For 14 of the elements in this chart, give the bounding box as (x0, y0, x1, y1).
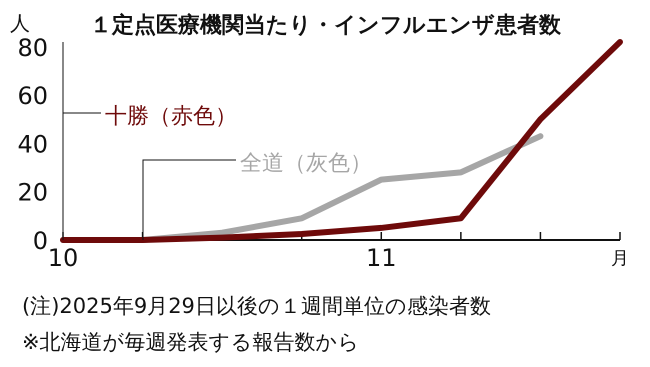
y-tick-label: 60 (17, 82, 48, 110)
x-tick-label: 11 (366, 244, 397, 272)
text: 十勝（赤色） (105, 104, 237, 129)
y-axis-title: 人 (10, 11, 30, 35)
y-tick-label: 80 (17, 34, 48, 62)
y-tick-label: 20 (17, 178, 48, 207)
text: (注)2025年9月29日以後の１週間単位の感染者数 (22, 294, 491, 318)
x-tick-label: 10 (48, 244, 78, 272)
y-tick-label: 0 (32, 227, 48, 255)
x-axis-title: 月 (611, 248, 629, 269)
chart-title: １定点医療機関当たり・インフルエンザ患者数 (90, 12, 562, 38)
series-label: 全道（灰色） (240, 151, 372, 176)
y-tick-label: 40 (17, 130, 48, 158)
text: ※北海道が毎週発表する報告数から (22, 330, 360, 354)
